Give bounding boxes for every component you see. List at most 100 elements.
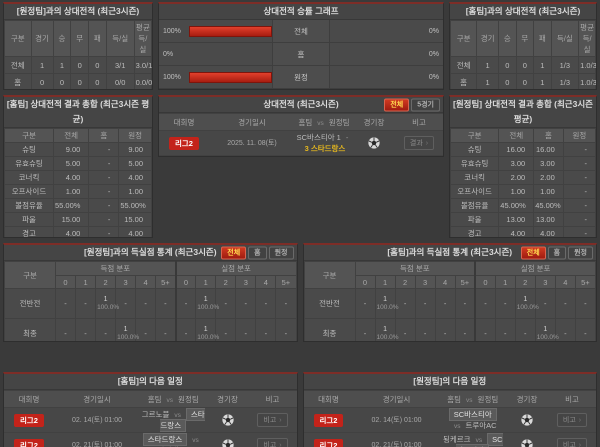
filter-button[interactable]: 원정 [568, 246, 593, 259]
winrate-row: 0% 홈 0% [159, 43, 443, 66]
h2h-match-table: 대회명 경기일시 홈팀 vs 원정팀 경기장 비고 리그2 2025. 11. 08(토) SC바… [159, 113, 443, 156]
bin-header: 0 [54, 275, 77, 289]
row-label: 슈팅 [4, 142, 54, 157]
value-cell: 0 [70, 56, 89, 74]
bin-header: 4 [255, 275, 277, 289]
note-button[interactable]: 비고 › [257, 413, 288, 427]
column-header-note: 비고 [395, 113, 443, 131]
value-cell: 13.00 [498, 212, 535, 227]
value-cell: - [88, 212, 120, 227]
distribution-cell: - [135, 288, 157, 319]
table-row[interactable]: 리그2 02. 14(토) 01:00 그르노블 vs 스타드랑스 비고 › [4, 407, 297, 433]
match-percent: 100.0% [197, 334, 220, 341]
schedule-table: 대회명 경기일시 홈팀 vs 원정팀 경기장 비고 리그2 02. 14(토) 01:00 SC바… [303, 390, 596, 447]
table-row[interactable]: 리그2 2025. 11. 08(토) SC바스티아 1 - 3 스타드랑스 결과 › [159, 130, 443, 156]
match-percent: 100.0% [117, 334, 140, 341]
row-label: 코너킥 [450, 170, 500, 185]
distribution-cell: - [54, 318, 77, 341]
league-cell: 리그2 [303, 432, 354, 447]
bar-area-right [330, 26, 413, 37]
table-row: 경고 4.00 4.00- [450, 226, 596, 237]
value-cell: 1.0/3.0 [578, 73, 596, 89]
table-row[interactable]: 리그2 02. 14(토) 01:00 SC바스티아 vs 트루아AC 비고 › [303, 407, 596, 433]
value-cell: 4.00 [533, 226, 564, 237]
distribution-cell: - [354, 288, 376, 319]
value-cell: 0 [515, 73, 535, 89]
away-winrate-percent: 0% [428, 73, 439, 81]
value-cell: 16.00 [533, 142, 564, 157]
distribution-cell: - [155, 288, 177, 319]
match-cell: 그르노블 vs 스타드랑스 [140, 407, 207, 433]
distribution-cell: - [554, 288, 576, 319]
row-label: 볼점유율 [450, 198, 500, 213]
value-cell: 4.00 [498, 226, 535, 237]
note-button[interactable]: 비고 › [556, 413, 588, 427]
graph-row-label: 전체 [272, 20, 330, 42]
value-cell: 45.00% [498, 198, 535, 213]
group-header: 득점 분포 [354, 261, 476, 276]
value-cell: 9.00 [118, 142, 152, 157]
winrate-row: 100% 원정 0% [159, 66, 443, 89]
distribution-cell: - [454, 318, 476, 341]
row-label: 전체 [4, 56, 32, 74]
schedule-table: 대회명 경기일시 홈팀 vs 원정팀 경기장 비고 리그2 02. 14(토) 01:00 그르노… [4, 390, 297, 447]
column-header: 평균 득/실 [578, 20, 596, 57]
distribution-cell: - [255, 318, 277, 341]
row-label: 전반전 [303, 288, 356, 319]
value-cell: 1.00 [118, 184, 152, 199]
filter-button[interactable]: 전체 [384, 98, 410, 111]
column-header: 경기 [476, 20, 500, 57]
row-label: 홈 [4, 73, 32, 89]
right-column: [홈팀]과의 상대전적 (최근3시즌) 구분 경기 승 무 패 득/실 평균 득/실 전체 1 0… [449, 2, 597, 238]
value-cell: 3.00 [533, 156, 564, 171]
filter-button[interactable]: 홈 [248, 246, 267, 259]
table-row: 전반전 -1 100.0% - - - - - -1 100.0% - - - [303, 288, 597, 319]
value-cell: - [562, 226, 596, 237]
league-badge: 리그2 [14, 438, 44, 447]
filter-button[interactable]: 홈 [547, 246, 567, 259]
panel-title: [홈팀]의 다음 일정 [4, 374, 297, 390]
distribution-cell: - [574, 288, 597, 319]
soccer-ball-icon [521, 414, 533, 426]
filter-button[interactable]: 전체 [520, 246, 546, 259]
stadium-cell [506, 407, 548, 433]
filter-button[interactable]: 5경기 [411, 98, 440, 111]
bin-header: 2 [215, 275, 237, 289]
value-cell: - [88, 156, 120, 171]
filter-button[interactable]: 전체 [221, 246, 247, 259]
datetime-cell: 2025. 11. 08(토) [209, 130, 295, 156]
column-header: 승 [498, 20, 517, 57]
chevron-right-icon: › [279, 417, 282, 424]
filter-button[interactable]: 원정 [268, 246, 294, 259]
value-cell: 15.00 [52, 212, 90, 227]
value-cell: 0 [52, 73, 72, 89]
table-row: 오프사이드 1.00 1.00- [450, 184, 596, 199]
header-row: 구분 득점 분포 실점 분포 [303, 261, 597, 289]
note-button[interactable]: 비고 › [556, 438, 588, 447]
table-row: 볼점유율 45.00% 45.00% - [450, 198, 596, 213]
column-header-stadium: 경기장 [506, 390, 548, 408]
value-cell: 0 [88, 73, 107, 89]
note-button[interactable]: 비고 › [257, 438, 288, 447]
match-count: 1 [383, 326, 387, 333]
header-row: 대회명 경기일시 홈팀 vs 원정팀 경기장 비고 [4, 390, 297, 408]
match-cell: SC바스티아 1 - 3 스타드랑스 [295, 130, 353, 156]
filter-group: 전체 5경기 [384, 98, 440, 111]
note-button[interactable]: 결과 › [403, 136, 435, 150]
panel-title: [원정팀] 상대전적 결과 총합 (최근3시즌 평균) [450, 97, 596, 128]
value-cell: 2.00 [533, 170, 564, 185]
match-percent: 100.0% [376, 304, 399, 311]
header-row: 구분 전체 홈 원정 [4, 128, 152, 143]
goal-distribution-table: 구분 득점 분포 실점 분포 0 1 2 3 4 5+ 0 1 2 3 4 5+ 전반전 - -1 100.0% - -… [4, 261, 297, 341]
match-percent: 100.0% [97, 304, 120, 311]
row-label: 경고 [4, 226, 54, 237]
value-cell: 4.00 [52, 226, 90, 237]
value-cell: 45.00% [533, 198, 564, 213]
column-header-note: 비고 [548, 390, 596, 408]
column-header: 패 [88, 20, 107, 57]
distribution-cell: 1 100.0% [95, 288, 120, 319]
home-winrate-percent: 100% [163, 27, 181, 35]
